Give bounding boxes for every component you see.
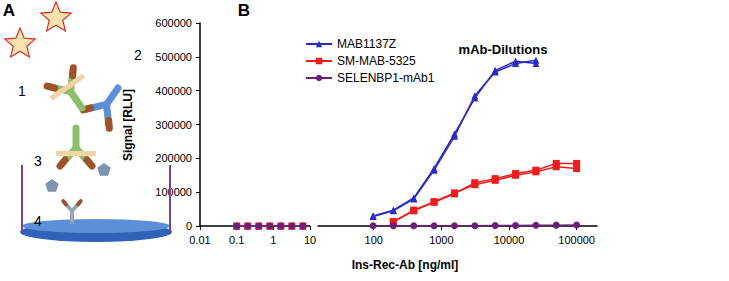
svg-text:200000: 200000 — [155, 152, 192, 164]
svg-text:3: 3 — [34, 153, 42, 169]
svg-text:4: 4 — [34, 213, 42, 229]
svg-text:600000: 600000 — [155, 17, 192, 29]
svg-text:B: B — [238, 1, 250, 20]
svg-text:SM-MAB-5325: SM-MAB-5325 — [337, 54, 416, 68]
svg-text:300000: 300000 — [155, 119, 192, 131]
svg-text:0.1: 0.1 — [229, 234, 244, 246]
svg-text:SELENBP1-mAb1: SELENBP1-mAb1 — [337, 71, 435, 85]
svg-text:Signal [RLU]: Signal [RLU] — [121, 89, 135, 161]
svg-text:MAB1137Z: MAB1137Z — [337, 37, 396, 51]
svg-text:400000: 400000 — [155, 85, 192, 97]
svg-text:0: 0 — [186, 220, 192, 232]
svg-text:10: 10 — [304, 234, 316, 246]
svg-text:100000: 100000 — [558, 234, 595, 246]
svg-text:Ins-Rec-Ab [ng/ml]: Ins-Rec-Ab [ng/ml] — [352, 258, 459, 272]
svg-text:1000: 1000 — [429, 234, 453, 246]
svg-text:1: 1 — [270, 234, 276, 246]
svg-text:mAb-Dilutions: mAb-Dilutions — [459, 42, 548, 57]
svg-text:A: A — [3, 1, 15, 20]
svg-text:10000: 10000 — [494, 234, 525, 246]
svg-text:2: 2 — [134, 47, 142, 63]
svg-text:0.01: 0.01 — [189, 234, 210, 246]
svg-text:100: 100 — [365, 234, 383, 246]
svg-text:100000: 100000 — [155, 186, 192, 198]
svg-text:1: 1 — [18, 83, 26, 99]
svg-text:500000: 500000 — [155, 51, 192, 63]
